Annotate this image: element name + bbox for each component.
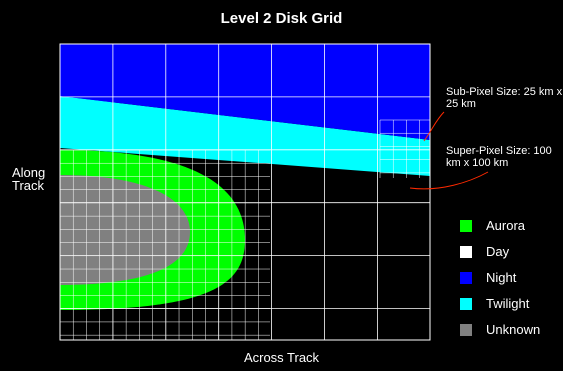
legend-label-unknown: Unknown [486,322,540,338]
legend-label-twilight: Twilight [486,296,529,312]
night-swatch [460,272,472,284]
legend-label-night: Night [486,270,516,286]
legend-label-day: Day [486,244,509,260]
twilight-swatch [460,298,472,310]
legend-label-aurora: Aurora [486,218,525,234]
unknown-swatch [460,324,472,336]
day-swatch [460,246,472,258]
aurora-swatch [460,220,472,232]
